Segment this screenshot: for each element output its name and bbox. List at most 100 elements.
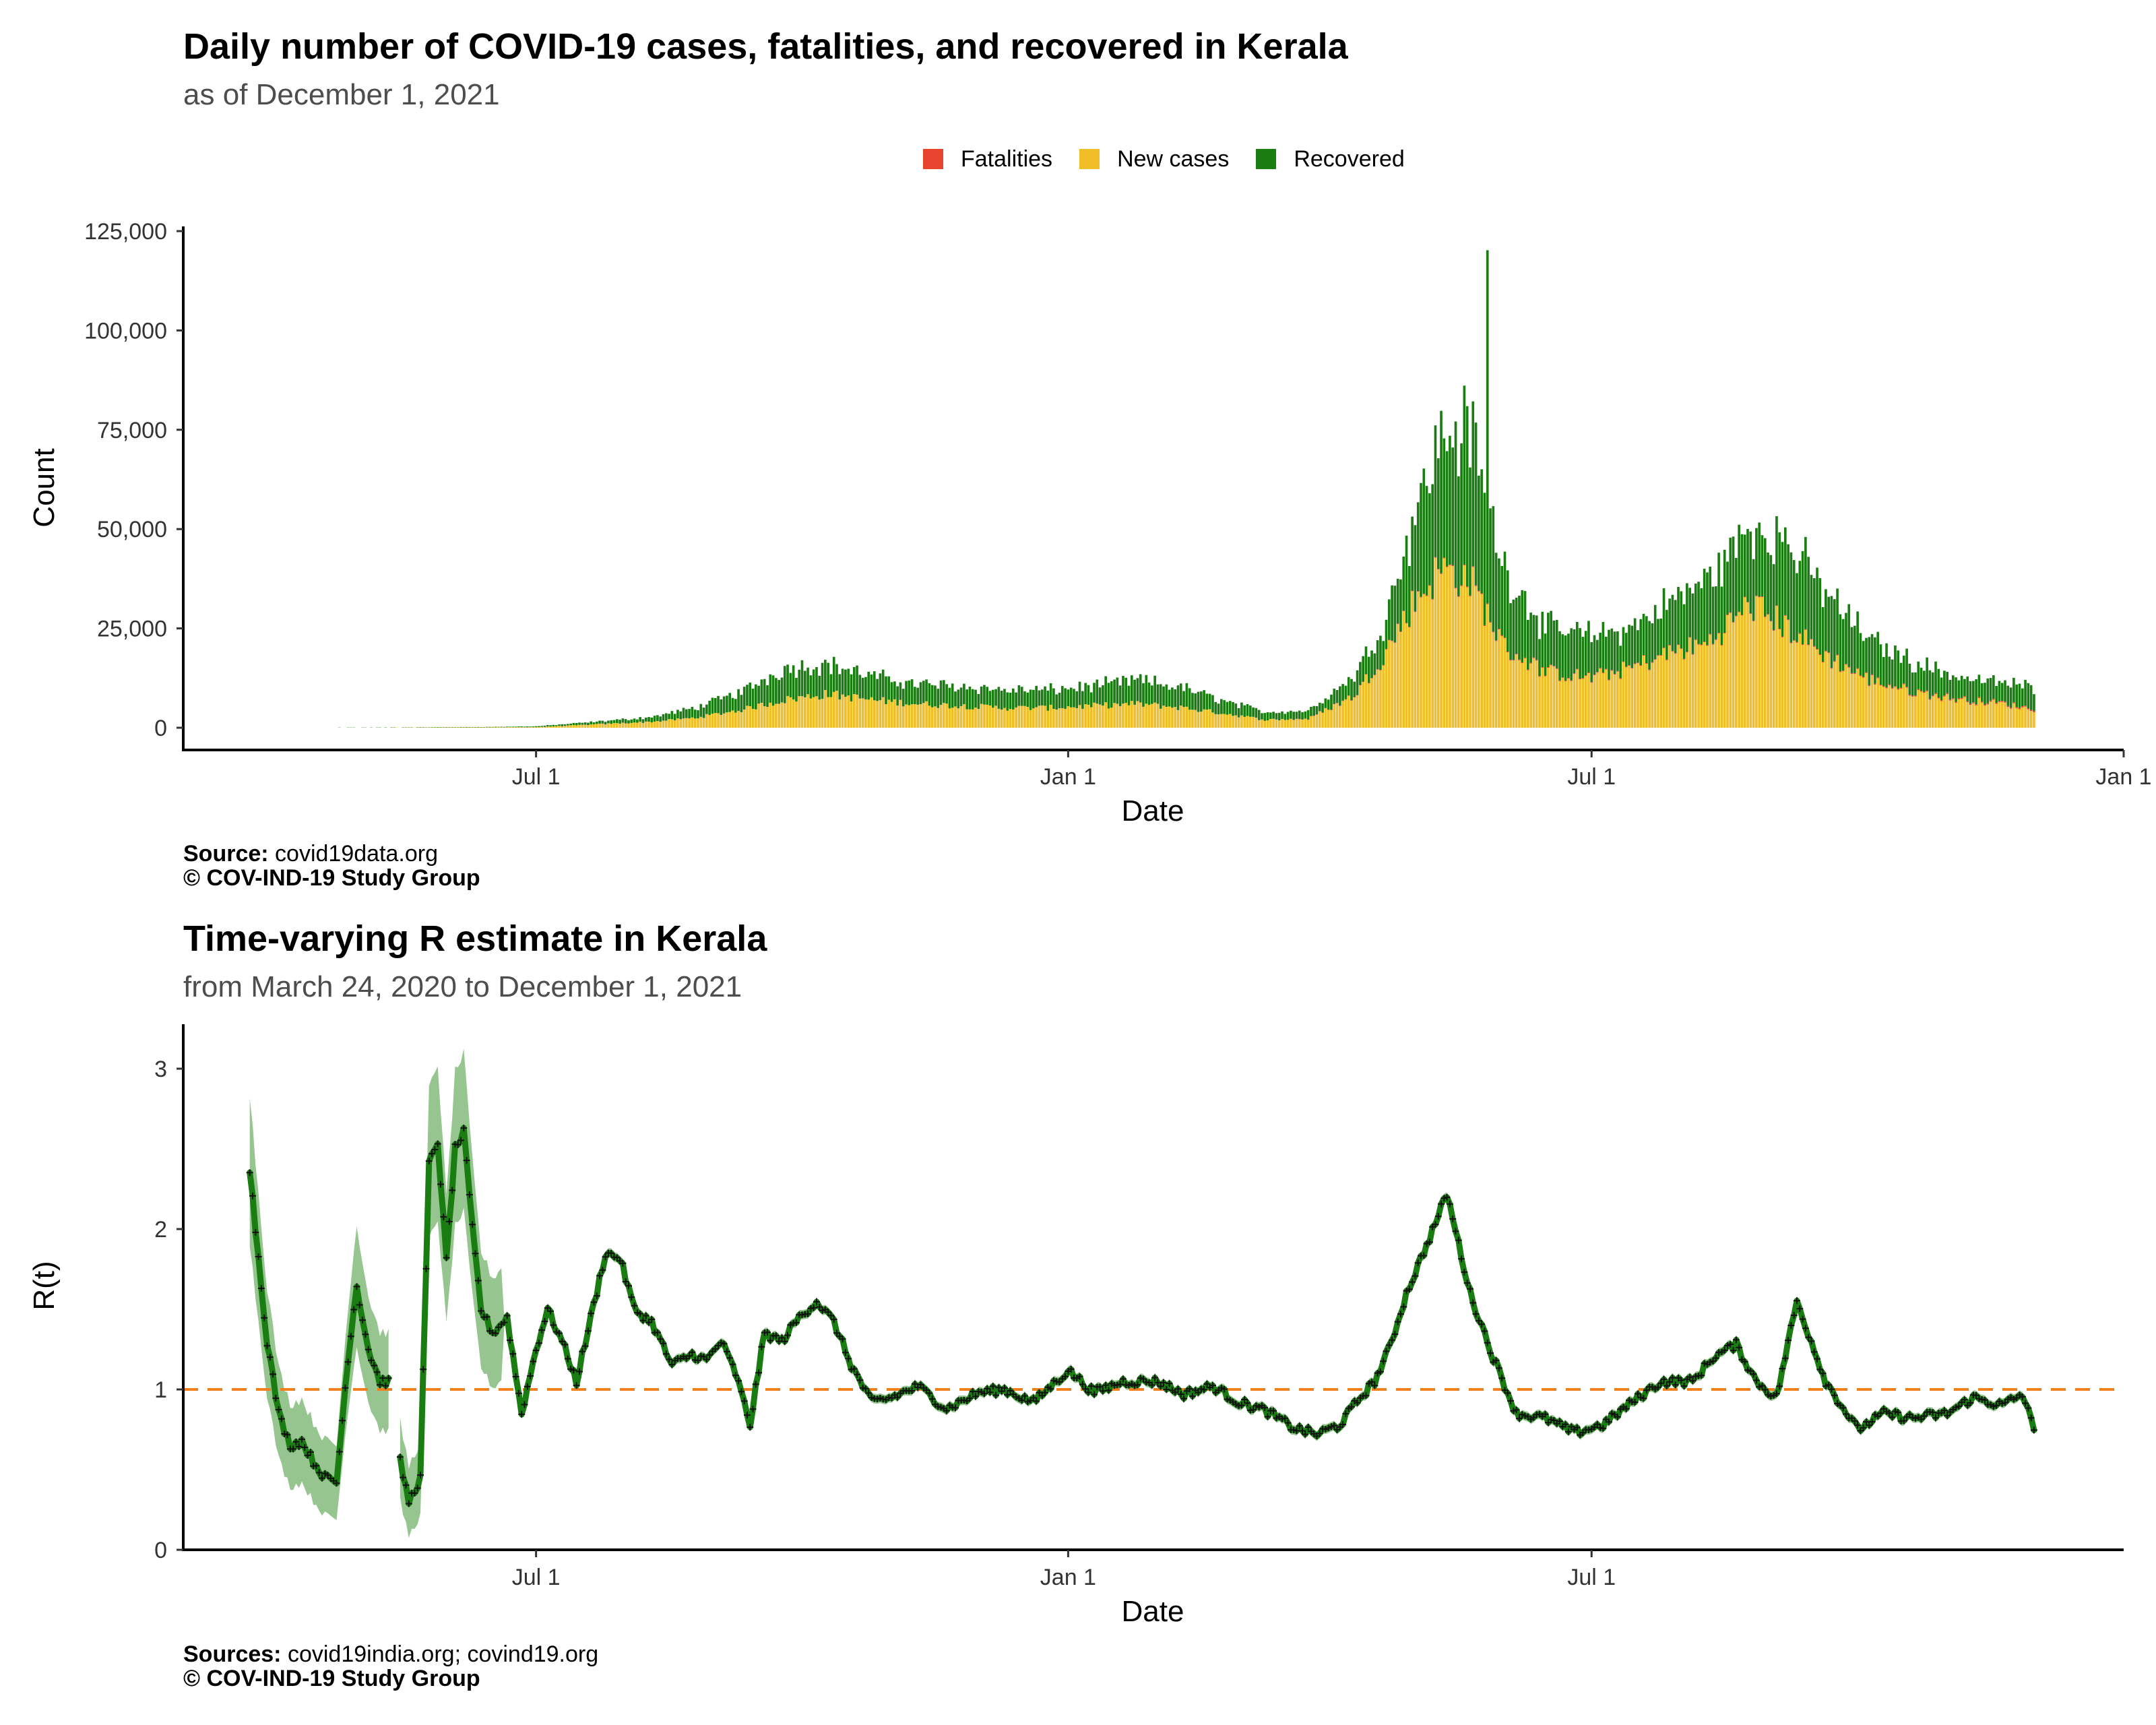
- chart1-bar-new-cases: [1246, 716, 1249, 728]
- chart1-bar-recovered: [1538, 639, 1541, 677]
- chart1-bar-new-cases: [1411, 591, 1414, 728]
- chart2-point-marker: [1562, 1420, 1569, 1428]
- chart1-bar-recovered: [1874, 637, 1876, 684]
- chart1-bar-new-cases: [514, 727, 517, 728]
- chart1-bar-recovered: [1460, 443, 1463, 586]
- chart2-point-marker: [396, 1453, 404, 1461]
- chart1-bar-recovered: [1078, 681, 1081, 705]
- chart1-bar-fatalities: [1700, 644, 1703, 646]
- chart1-bar-new-cases: [922, 703, 925, 728]
- chart1-bar-recovered: [1179, 683, 1182, 706]
- chart1-bar-new-cases: [1732, 622, 1735, 728]
- chart1-bar-recovered: [951, 683, 954, 708]
- chart2-point-marker: [1712, 1354, 1719, 1362]
- chart1-bar-new-cases: [1839, 672, 1842, 728]
- chart1-bar-new-cases: [986, 704, 989, 728]
- chart2-point-marker: [1082, 1385, 1089, 1393]
- chart2-point-marker: [1776, 1383, 1783, 1390]
- chart2-point-marker: [292, 1438, 300, 1445]
- chart1-bar-recovered: [1393, 586, 1397, 643]
- chart1-bar-recovered: [1833, 599, 1836, 661]
- chart2-point-marker: [1504, 1389, 1511, 1397]
- chart2-point-marker: [1091, 1391, 1098, 1398]
- chart1-bar-recovered: [549, 725, 552, 727]
- chart1-bar-recovered: [1948, 679, 1952, 700]
- chart1-bar-recovered: [1367, 656, 1370, 683]
- chart1-bar-recovered: [653, 716, 656, 722]
- chart2-point-marker: [1981, 1396, 1988, 1404]
- chart2-point-marker: [689, 1348, 696, 1356]
- chart1-bar-new-cases: [1098, 704, 1102, 728]
- chart1-bar-recovered: [1527, 619, 1529, 670]
- chart1-bar-new-cases: [749, 706, 752, 728]
- chart1-bar-recovered: [734, 699, 737, 713]
- chart2-point-marker: [1304, 1424, 1312, 1431]
- chart1-bar-recovered: [1651, 623, 1654, 662]
- chart1-bar-new-cases: [1738, 612, 1740, 728]
- chart1-bar-recovered: [1055, 694, 1058, 710]
- chart1-bar-new-cases: [763, 706, 766, 728]
- chart2-point-marker: [593, 1292, 600, 1300]
- chart1-bar-new-cases: [1436, 569, 1440, 728]
- chart1-bar-new-cases: [554, 726, 558, 728]
- chart1-bar-new-cases: [1503, 638, 1507, 728]
- chart1-bar-recovered: [1622, 627, 1625, 662]
- chart2-point-marker: [842, 1349, 849, 1356]
- chart1-bar-recovered: [1283, 714, 1287, 720]
- chart1-bar-recovered: [1240, 702, 1243, 716]
- chart1-axes: [182, 226, 2124, 751]
- chart2-point-marker: [1727, 1341, 1734, 1348]
- chart1-bar-recovered: [1778, 532, 1781, 629]
- chart1-x-tick-label: Jul 1: [512, 764, 561, 790]
- chart1-bar-recovered: [1286, 712, 1290, 720]
- chart1-bar-recovered: [925, 679, 928, 701]
- chart1-bar-recovered: [563, 724, 567, 726]
- chart1-bar-recovered: [693, 710, 697, 719]
- chart1-bar-new-cases: [1445, 567, 1449, 728]
- chart1-bar-new-cases: [1257, 720, 1261, 728]
- chart1-bar-recovered: [1767, 552, 1769, 615]
- chart1-bar-recovered: [1405, 535, 1408, 623]
- chart1-bar-recovered: [546, 725, 549, 727]
- chart1-bar-recovered: [1107, 683, 1110, 709]
- chart1-bar-recovered: [612, 720, 616, 724]
- chart2-point-marker: [911, 1380, 918, 1387]
- chart2-point-marker: [1391, 1331, 1399, 1338]
- legend-label-new-cases: New cases: [1117, 146, 1230, 172]
- chart2-point-marker: [1452, 1228, 1459, 1235]
- chart1-bar-recovered: [1046, 691, 1050, 711]
- chart1-bar-recovered: [1521, 590, 1524, 662]
- chart1-bar-fatalities: [1492, 631, 1495, 633]
- chart1-bar-new-cases: [670, 719, 674, 728]
- chart1-bar-recovered: [1035, 685, 1038, 708]
- chart1-bar-recovered: [1220, 699, 1223, 714]
- chart2-point-marker: [1614, 1413, 1621, 1420]
- chart1-bar-recovered: [1752, 559, 1755, 621]
- chart1-bar-new-cases: [798, 696, 801, 728]
- chart1-bar-recovered: [1058, 693, 1061, 709]
- chart1-bar-new-cases: [1220, 714, 1223, 728]
- chart2-point-marker: [732, 1372, 739, 1379]
- chart1-bar-fatalities: [1544, 675, 1547, 677]
- chart1-bar-recovered: [581, 722, 584, 725]
- chart2-point-marker: [1188, 1393, 1196, 1400]
- chart2-point-marker: [1814, 1355, 1820, 1362]
- chart1-bar-recovered: [714, 698, 717, 714]
- chart1-bar-recovered: [1194, 693, 1197, 710]
- chart1-bar-recovered: [1506, 570, 1509, 652]
- chart1-bar-new-cases: [1720, 645, 1723, 728]
- chart2-point-marker: [1371, 1382, 1378, 1389]
- chart2-point-marker: [538, 1326, 546, 1334]
- chart2-confidence-band: [249, 1048, 2034, 1538]
- chart1-bar-new-cases: [983, 704, 986, 728]
- chart2-point-marker: [781, 1338, 788, 1345]
- chart1-bar-fatalities: [1547, 667, 1550, 668]
- chart1-bar-fatalities: [1749, 613, 1752, 615]
- chart1-bar-recovered: [1920, 667, 1923, 691]
- chart2-point-marker: [1484, 1339, 1491, 1346]
- chart1-bar-recovered: [847, 668, 850, 695]
- chart1-bar-recovered: [844, 669, 847, 697]
- chart1-bar-new-cases: [977, 709, 980, 728]
- chart1-bar-fatalities: [2021, 706, 2024, 708]
- chart1-bar-recovered: [899, 682, 902, 700]
